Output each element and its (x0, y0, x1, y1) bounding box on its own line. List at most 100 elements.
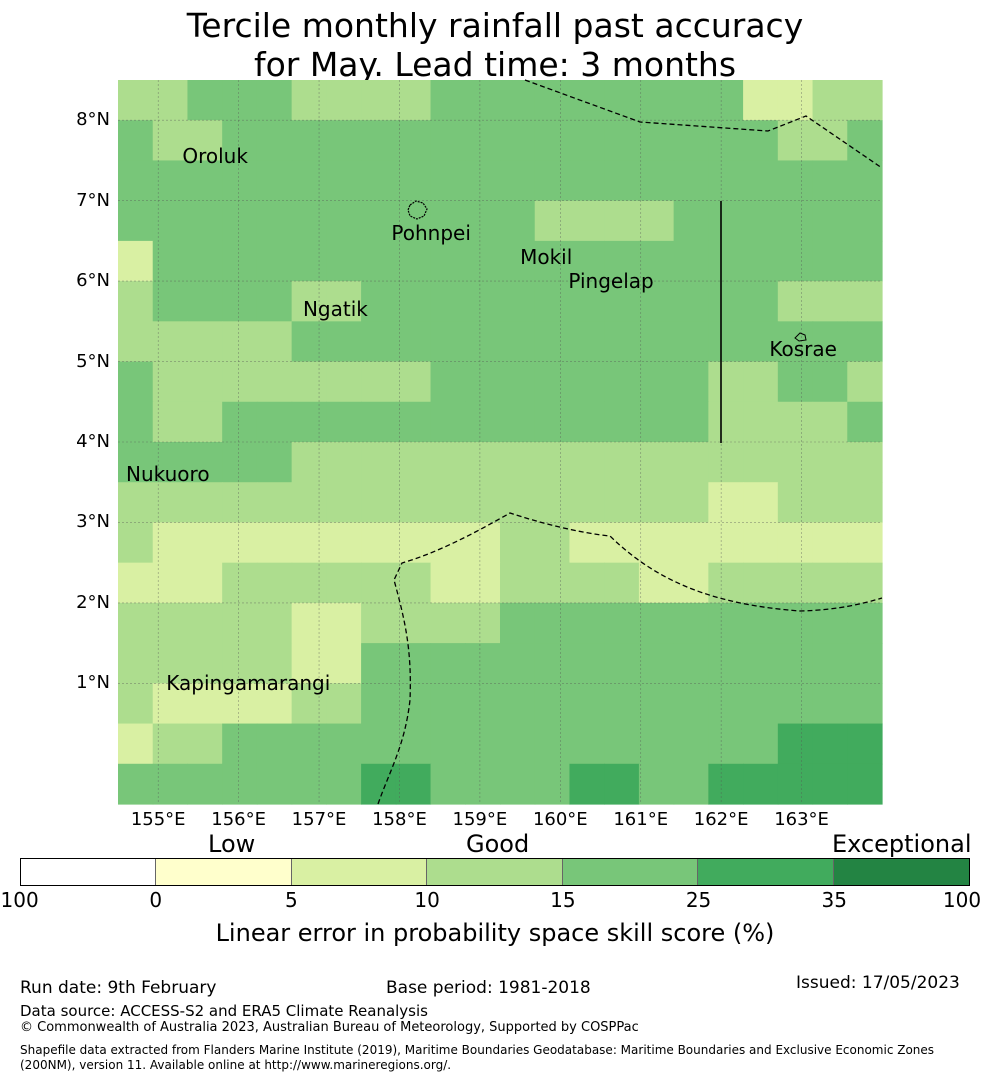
grid-cell (847, 562, 883, 604)
grid-cell (812, 200, 848, 242)
grid-cell (361, 281, 397, 322)
grid-cell (569, 200, 605, 242)
grid-cell (291, 522, 327, 564)
grid-cell (708, 763, 744, 805)
grid-cell (395, 683, 432, 725)
grid-cell (291, 683, 327, 725)
grid-cell (256, 321, 293, 363)
grid-cell (847, 643, 883, 684)
grid-cell (604, 200, 640, 242)
grid-cell (777, 562, 814, 604)
grid-cell (604, 321, 640, 363)
grid-cell (534, 321, 571, 363)
grid-cell (604, 120, 640, 162)
grid-cell (812, 763, 848, 805)
grid-cell (604, 160, 640, 202)
grid-cell (222, 482, 258, 524)
grid-cell (500, 361, 536, 403)
grid-cell (361, 522, 397, 564)
grid-cell (187, 442, 223, 483)
grid-cell (430, 160, 466, 202)
colorbar-tick-label: 100 (942, 888, 982, 912)
grid-cell (534, 200, 571, 242)
grid-cell (291, 361, 327, 403)
grid-cell (395, 562, 432, 604)
grid-cell (361, 482, 397, 524)
grid-cell (569, 522, 605, 564)
grid-cell (743, 602, 779, 644)
latitude-label: 2°N (76, 591, 110, 613)
grid-cell (326, 763, 362, 805)
grid-cell (569, 602, 605, 644)
grid-cell (152, 522, 189, 564)
place-label: Pingelap (568, 269, 654, 294)
grid-cell (812, 482, 848, 524)
grid-cell (534, 562, 571, 604)
grid-cell (465, 160, 501, 202)
grid-cell (638, 200, 675, 242)
grid-cell (465, 602, 501, 644)
grid-cell (152, 281, 189, 322)
grid-cell (291, 160, 327, 202)
grid-cell (500, 120, 536, 162)
grid-cell (395, 200, 432, 242)
grid-cell (152, 602, 189, 644)
grid-cell (534, 763, 571, 805)
grid-cell (500, 482, 536, 524)
grid-cell (812, 522, 848, 564)
grid-cell (291, 281, 327, 322)
grid-cell (291, 643, 327, 684)
grid-cell (638, 80, 675, 121)
grid-cell (187, 522, 223, 564)
colorbar-tick-label: 25 (685, 888, 712, 912)
longitude-label: 159°E (452, 809, 508, 830)
grid-cell (847, 120, 883, 162)
grid-cell (118, 80, 154, 121)
grid-cell (430, 643, 466, 684)
grid-cell (604, 562, 640, 604)
grid-cell (500, 240, 536, 282)
grid-cell (708, 160, 744, 202)
grid-cell (534, 160, 571, 202)
grid-cell (222, 200, 258, 242)
grid-cell (361, 602, 397, 644)
latitude-label: 7°N (76, 189, 110, 211)
grid-cell (430, 602, 466, 644)
grid-cell (534, 80, 571, 121)
grid-cell (222, 723, 258, 765)
grid-cell (187, 200, 223, 242)
grid-cell (395, 723, 432, 765)
grid-cell (812, 120, 848, 162)
grid-cell (430, 522, 466, 564)
copyright: © Commonwealth of Australia 2023, Austra… (20, 1020, 639, 1035)
grid-cell (569, 482, 605, 524)
grid-cell (500, 522, 536, 564)
grid-cell (465, 562, 501, 604)
grid-cell (500, 160, 536, 202)
grid-cell (465, 482, 501, 524)
grid-cell (777, 482, 814, 524)
grid-cell (326, 401, 362, 443)
grid-cell (777, 683, 814, 725)
grid-cell (222, 80, 258, 121)
colorbar-segment (291, 859, 428, 885)
grid-cell (743, 321, 779, 363)
grid-cell (777, 643, 814, 684)
grid-cell (222, 683, 258, 725)
skill-score-grid (118, 80, 883, 805)
grid-cell (604, 80, 640, 121)
grid-cell (500, 200, 536, 242)
latitude-label: 4°N (76, 431, 110, 452)
grid-cell (638, 562, 675, 604)
grid-cell (743, 281, 779, 322)
grid-cell (465, 120, 501, 162)
grid-cell (708, 361, 744, 403)
grid-cell (430, 482, 466, 524)
grid-cell (743, 80, 779, 121)
grid-cell (152, 321, 189, 363)
grid-cell (187, 763, 223, 805)
grid-cell (326, 482, 362, 524)
category-low: Low (208, 830, 256, 858)
place-label: Mokil (520, 244, 573, 269)
latitude-label: 3°N (76, 511, 110, 533)
